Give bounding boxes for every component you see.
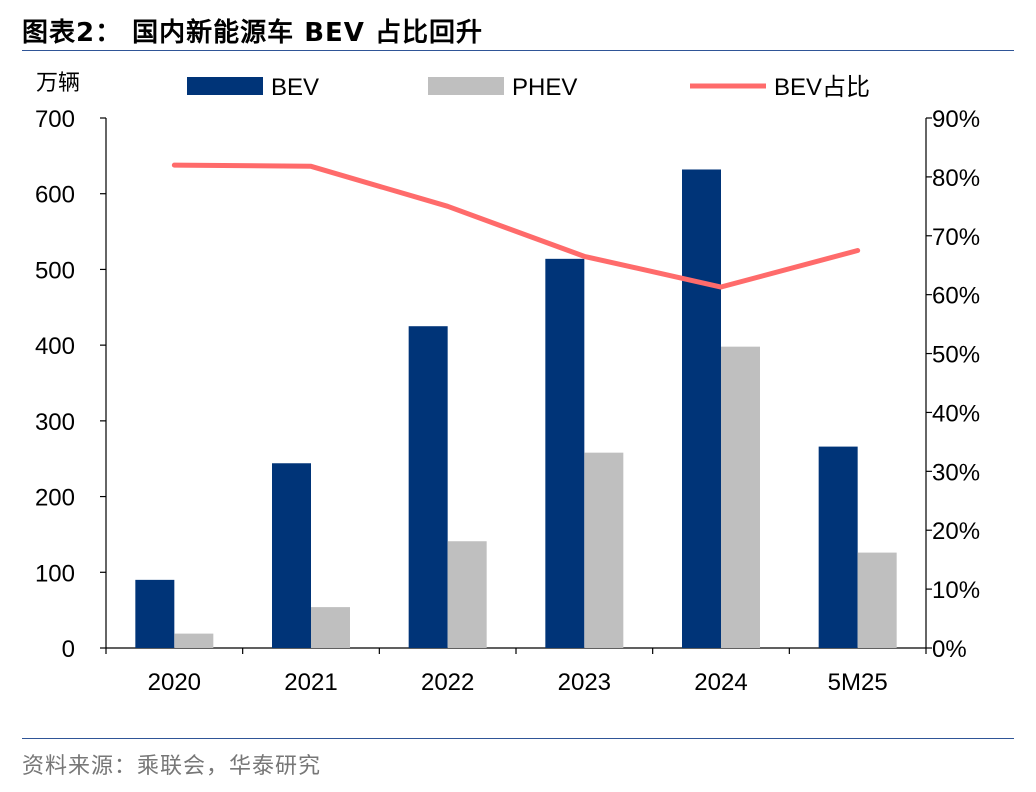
bar-bev: [818, 446, 858, 648]
source-divider: [22, 738, 1014, 739]
legend-swatch-bev: [187, 77, 263, 95]
bar-bev: [545, 258, 585, 648]
left-axis-tick-label: 400: [35, 333, 75, 360]
chart-legend: BEV PHEV BEV占比: [187, 74, 870, 101]
bar-bev: [408, 326, 448, 648]
left-axis-tick-label: 300: [35, 409, 75, 436]
left-axis-tick-label: 700: [35, 106, 75, 133]
x-axis-tick-label: 2022: [421, 669, 474, 696]
right-axis-tick-label: 10%: [932, 577, 980, 604]
right-axis-tick-label: 50%: [932, 342, 980, 369]
bar-phev: [584, 452, 624, 648]
right-axis-tick-label: 0%: [932, 636, 967, 663]
legend-label-bev: BEV: [271, 74, 319, 101]
right-axis-tick-label: 60%: [932, 283, 980, 310]
legend-label-bev-share: BEV占比: [774, 74, 870, 101]
right-axis-tick-label: 70%: [932, 224, 980, 251]
bar-phev: [311, 607, 350, 648]
x-axis-tick-label: 2023: [558, 669, 611, 696]
source-note: 资料来源：乘联会，华泰研究: [22, 754, 322, 779]
left-axis-unit: 万辆: [36, 70, 80, 95]
right-axis-tick-label: 30%: [932, 459, 980, 486]
x-axis-tick-label: 2024: [694, 669, 747, 696]
right-axis-tick-label: 40%: [932, 400, 980, 427]
legend-label-phev: PHEV: [512, 74, 577, 101]
left-axis-tick-label: 600: [35, 182, 75, 209]
title-divider: [22, 50, 1014, 51]
right-axis-tick-label: 80%: [932, 165, 980, 192]
bar-phev: [721, 346, 760, 648]
bar-phev: [447, 541, 487, 648]
legend-swatch-phev: [428, 77, 504, 95]
bar-phev: [174, 633, 214, 648]
left-axis-tick-label: 500: [35, 257, 75, 284]
bar-bev: [135, 579, 175, 648]
figure-title: 图表2： 国内新能源车 BEV 占比回升: [22, 18, 483, 48]
right-axis-tick-label: 90%: [932, 106, 980, 133]
right-axis-tick-label: 20%: [932, 518, 980, 545]
x-axis-tick-label: 2021: [284, 669, 337, 696]
chart-bars: [135, 169, 897, 648]
x-axis-tick-label: 2020: [148, 669, 201, 696]
bev-phev-chart: BEV PHEV BEV占比 万辆 0 100 200 300 400 500 600 700…: [35, 70, 980, 696]
x-axis-tick-label: 5M25: [828, 669, 888, 696]
left-axis-tick-label: 0: [62, 636, 75, 663]
bar-phev: [857, 552, 897, 648]
left-axis-tick-label: 100: [35, 560, 75, 587]
bar-bev: [682, 169, 721, 648]
line-bev-share: [171, 162, 861, 290]
bar-bev: [272, 463, 311, 648]
left-axis-tick-label: 200: [35, 485, 75, 512]
chart-axes: 0 100 200 300 400 500 600 700 0% 10% 20% 30% 40% 50% 6…: [35, 106, 980, 696]
chart-share-line: [171, 162, 861, 290]
